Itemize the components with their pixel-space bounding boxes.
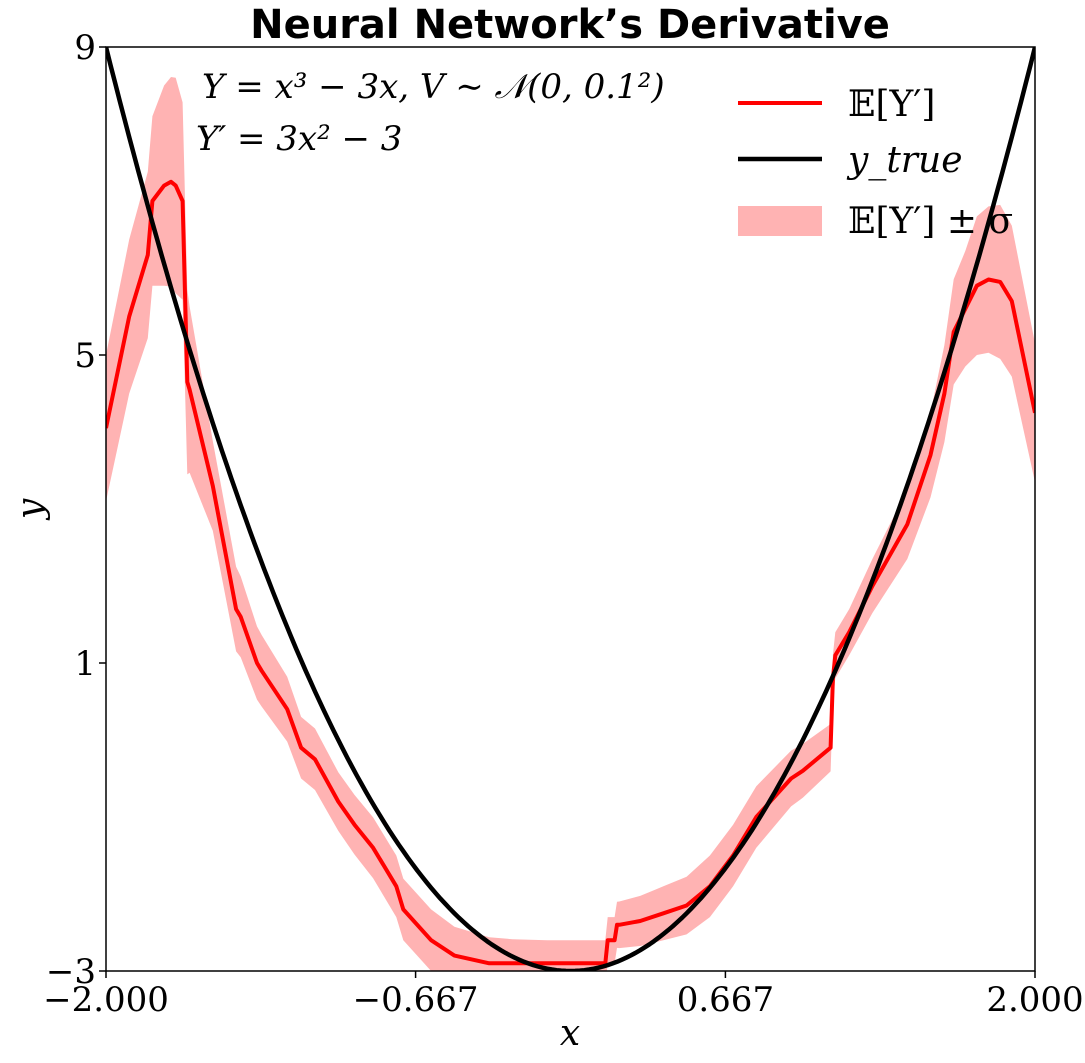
x-tick-label: 0.667 — [677, 980, 774, 1020]
y-tick-label: 5 — [74, 336, 96, 376]
legend-swatch-band — [738, 206, 822, 236]
legend-label-true: y_true — [846, 140, 963, 181]
x-tick-label: −2.000 — [43, 980, 169, 1020]
x-axis-label: x — [560, 1013, 580, 1054]
annotation-equation-2: Y′ = 3x² − 3 — [196, 119, 402, 159]
y-tick-label: 9 — [74, 28, 96, 68]
legend: 𝔼[Y′] y_true 𝔼[Y′] ± σ — [738, 84, 1013, 242]
legend-label-band: 𝔼[Y′] ± σ — [848, 201, 1013, 242]
x-tick-label: 2.000 — [986, 980, 1083, 1020]
y-tick-label: −3 — [46, 952, 96, 992]
plot-area — [106, 47, 1035, 971]
true-line — [106, 47, 1035, 971]
plot-frame — [105, 46, 1036, 972]
x-axis: −2.000 −0.667 0.667 2.000 — [43, 971, 1084, 1020]
mean-line — [106, 179, 1035, 966]
annotation-equation-1: Y = x³ − 3x, V ∼ 𝒩(0, 0.1²) — [202, 67, 665, 107]
std-band — [106, 77, 1035, 971]
y-axis: −3 1 5 9 — [46, 28, 106, 992]
y-tick-label: 1 — [74, 644, 96, 684]
x-tick-label: −0.667 — [353, 980, 479, 1020]
chart-title: Neural Network’s Derivative — [250, 2, 890, 48]
legend-label-mean: 𝔼[Y′] — [848, 84, 935, 125]
y-axis-label: y — [10, 498, 51, 521]
